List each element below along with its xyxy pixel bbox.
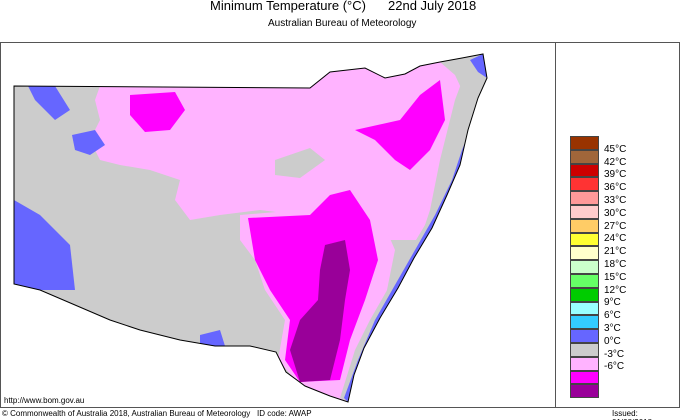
region-3-6c-south xyxy=(200,330,225,346)
legend-swatch xyxy=(570,232,599,247)
legend-label: 30°C xyxy=(604,207,627,219)
legend-swatch xyxy=(570,370,599,385)
legend-label: 0°C xyxy=(604,335,621,347)
region-0-3c-patch-west xyxy=(60,160,100,195)
legend-divider xyxy=(555,42,556,407)
legend-swatch xyxy=(570,136,599,150)
legend-label: -6°C xyxy=(604,361,625,373)
legend-swatch xyxy=(570,356,599,371)
legend-swatch xyxy=(570,149,599,164)
legend-label: 15°C xyxy=(604,271,627,283)
region-0-3c-patch xyxy=(275,148,325,178)
region-3-6c-coast xyxy=(470,54,487,78)
legend-label: 27°C xyxy=(604,220,627,232)
legend-label: 39°C xyxy=(604,169,627,181)
legend-label: -3°C xyxy=(604,348,625,360)
subtitle: Australian Bureau of Meteorology xyxy=(268,18,417,29)
region-3-6c-coast-south xyxy=(344,130,470,402)
issued-date: Issued: 01/08/2018 xyxy=(612,409,652,420)
region-minus6-minus3c-north xyxy=(355,80,445,170)
legend-swatch xyxy=(570,273,599,288)
region-3-6c-west xyxy=(14,200,75,290)
legend-swatch xyxy=(570,287,599,302)
legend: 45°C 42°C 39°C 36°C 33°C 30°C 27°C 24°C 21°C 18°C… xyxy=(570,136,626,399)
region-0-3c-coast xyxy=(340,130,470,402)
bom-url[interactable]: http://www.bom.gov.au xyxy=(4,396,85,405)
title-date: 22nd July 2018 xyxy=(388,0,477,13)
legend-label: 3°C xyxy=(604,323,621,334)
temperature-map xyxy=(13,53,488,403)
legend-label: 24°C xyxy=(604,233,627,245)
legend-swatch xyxy=(570,246,599,261)
region-3-6c-patch xyxy=(72,130,105,155)
legend-label: 45°C xyxy=(604,143,627,155)
region-minus3-0c xyxy=(90,60,470,240)
region-minus6-minus3c-west xyxy=(130,92,185,132)
legend-swatch xyxy=(570,342,599,357)
region-minus6-minus3c xyxy=(248,190,378,382)
legend-label: 33°C xyxy=(604,195,627,206)
legend-swatch xyxy=(570,177,599,192)
copyright: © Commonwealth of Australia 2018, Austra… xyxy=(2,409,251,418)
legend-swatch xyxy=(570,204,599,219)
legend-label: 36°C xyxy=(604,182,627,194)
legend-swatch xyxy=(570,260,599,274)
title-text: Minimum Temperature (°C) xyxy=(210,0,366,13)
legend-swatch xyxy=(570,315,599,330)
id-code: ID code: AWAP xyxy=(257,409,312,418)
legend-label: 6°C xyxy=(604,310,621,322)
legend-label: 9°C xyxy=(604,297,621,309)
legend-swatch xyxy=(570,301,599,316)
legend-swatch xyxy=(570,384,599,399)
legend-label: 21°C xyxy=(604,246,627,258)
legend-label: 18°C xyxy=(604,259,627,270)
region-below-minus6c xyxy=(290,240,350,382)
region-3-6c-northwest xyxy=(28,86,70,120)
legend-swatch xyxy=(570,329,599,343)
legend-swatch xyxy=(570,218,599,233)
legend-label: 12°C xyxy=(604,284,627,296)
legend-label: 42°C xyxy=(604,156,627,168)
legend-swatch xyxy=(570,163,599,178)
legend-swatch xyxy=(570,191,599,205)
